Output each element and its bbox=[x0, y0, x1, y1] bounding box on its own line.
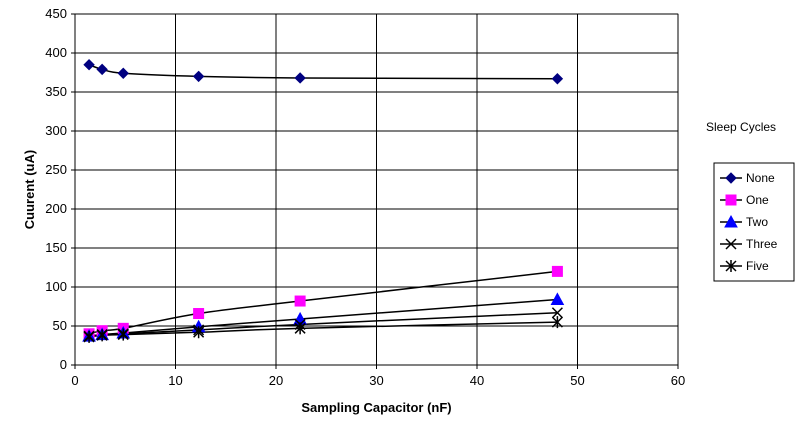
legend: None One Two Three Five bbox=[713, 162, 795, 282]
y-tick-label: 250 bbox=[45, 162, 67, 177]
legend-marker-none bbox=[725, 172, 737, 184]
y-tick-label: 50 bbox=[53, 318, 67, 333]
data-point-one bbox=[193, 308, 205, 320]
data-point-one bbox=[294, 295, 306, 307]
legend-marker-three bbox=[725, 238, 737, 250]
grid-lines bbox=[71, 13, 679, 369]
data-point-none bbox=[96, 63, 108, 76]
legend-marker-two bbox=[724, 214, 738, 228]
legend-label-none: None bbox=[746, 171, 775, 185]
legend-title: Sleep Cycles bbox=[706, 120, 776, 134]
data-point-none bbox=[551, 73, 564, 85]
data-point-five bbox=[193, 326, 205, 339]
y-tick-label: 350 bbox=[45, 84, 67, 99]
y-tick-label: 100 bbox=[45, 279, 67, 294]
legend-label-one: One bbox=[746, 193, 769, 207]
x-tick-label: 10 bbox=[168, 373, 182, 388]
data-point-five bbox=[551, 316, 563, 329]
x-tick-label: 60 bbox=[671, 373, 685, 388]
y-tick-label: 300 bbox=[45, 123, 67, 138]
x-tick-label: 40 bbox=[470, 373, 484, 388]
tick-labels: 0 50 100 150 200 250 300 350 400 450 0 10 20 30 40 50 60 bbox=[45, 6, 685, 388]
y-tick-label: 400 bbox=[45, 45, 67, 60]
data-point-two bbox=[550, 292, 565, 305]
data-point-none bbox=[83, 58, 95, 71]
series-markers bbox=[82, 58, 565, 343]
y-tick-label: 150 bbox=[45, 240, 67, 255]
data-point-five bbox=[294, 322, 306, 335]
y-tick-label: 0 bbox=[60, 357, 67, 372]
x-tick-label: 30 bbox=[369, 373, 383, 388]
x-tick-label: 0 bbox=[71, 373, 78, 388]
legend-label-two: Two bbox=[746, 215, 768, 229]
data-point-none bbox=[117, 67, 129, 79]
data-point-five bbox=[96, 329, 108, 342]
data-point-three bbox=[551, 307, 563, 319]
data-point-five bbox=[117, 328, 129, 341]
data-point-none bbox=[192, 70, 205, 83]
x-axis-title: Sampling Capacitor (nF) bbox=[301, 400, 451, 415]
legend-marker-one bbox=[725, 194, 737, 206]
y-tick-label: 200 bbox=[45, 201, 67, 216]
legend-label-five: Five bbox=[746, 259, 769, 273]
x-tick-label: 20 bbox=[269, 373, 283, 388]
data-point-one bbox=[551, 265, 563, 277]
legend-marker-five bbox=[725, 260, 737, 272]
x-tick-label: 50 bbox=[570, 373, 584, 388]
y-tick-label: 450 bbox=[45, 6, 67, 21]
data-point-none bbox=[294, 72, 306, 84]
y-axis-title: Cuurent (uA) bbox=[22, 150, 37, 229]
legend-label-three: Three bbox=[746, 237, 778, 251]
data-point-five bbox=[83, 330, 95, 343]
